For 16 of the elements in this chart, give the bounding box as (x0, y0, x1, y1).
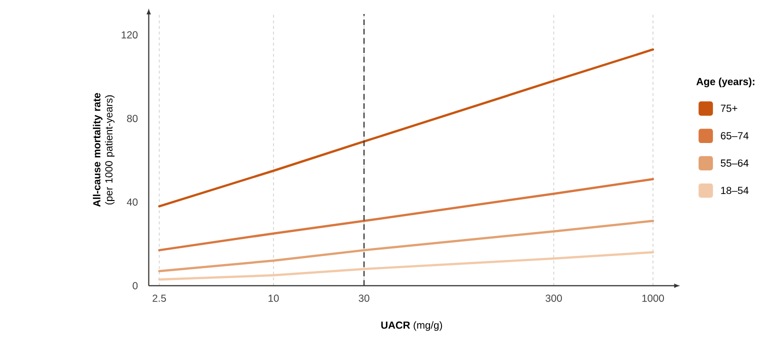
legend-label: 65–74 (720, 132, 749, 140)
x-tick-label: 1000 (642, 294, 664, 302)
x-tick-label: 300 (546, 294, 562, 302)
y-axis-title: All-cause mortality rate (per 1000 patient-years) (92, 93, 115, 207)
legend-label: 18–54 (721, 187, 749, 194)
y-tick-label: 40 (126, 198, 138, 206)
x-tick-label: 2.5 (152, 294, 166, 302)
y-tick-label: 80 (127, 115, 138, 122)
x-axis-title: UACR (mg/g) (381, 321, 442, 332)
y-tick-label: 120 (122, 31, 138, 39)
legend-label: 75+ (720, 105, 738, 112)
y-tick-label: 0 (132, 282, 138, 290)
x-tick-label: 10 (268, 294, 279, 302)
legend-title: Age (years): (696, 78, 754, 88)
legend-label: 55–64 (720, 160, 749, 167)
x-tick-label: 30 (358, 294, 370, 302)
